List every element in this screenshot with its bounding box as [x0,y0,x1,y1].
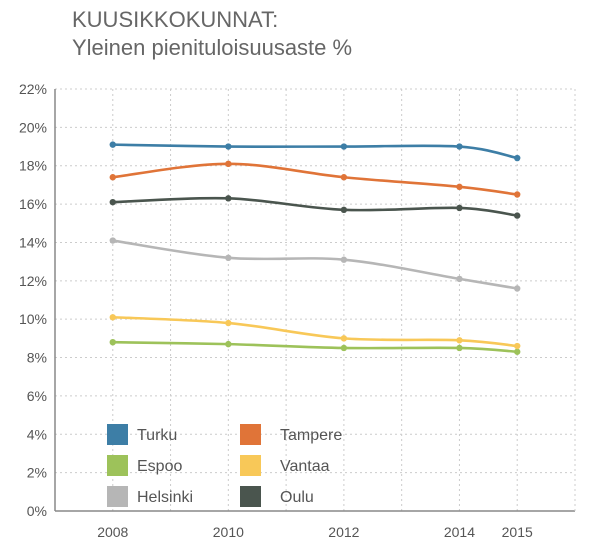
data-point-oulu [514,212,521,219]
x-tick-label: 2012 [328,524,359,540]
data-point-oulu [340,206,348,214]
data-point-helsinki [225,254,232,261]
legend-swatch-helsinki [107,486,128,507]
data-point-espoo [456,344,463,352]
y-tick-label: 12% [19,273,47,289]
y-tick-label: 6% [27,388,47,404]
tick-labels: 0% 2% 4% 6% 8% 10% 12% 14% 16% 18% 20% 22% 2008 2010 2… [19,81,533,540]
series-line-espoo [112,340,518,354]
data-point-oulu [225,195,232,202]
series-line-helsinki [112,239,518,290]
data-point-tampere [340,174,348,181]
series-line-vantaa [112,315,518,348]
legend-swatch-oulu [240,486,261,507]
data-point-oulu [109,198,116,206]
data-point-helsinki [340,256,348,263]
data-point-tampere [109,174,116,181]
data-point-tampere [514,191,521,198]
series-line-oulu [112,196,518,217]
chart-title: KUUSIKKOKUNNAT: [72,7,279,32]
legend-label-helsinki: Helsinki [137,489,193,506]
y-tick-label: 10% [19,311,47,327]
data-point-espoo [225,340,232,348]
data-point-turku [456,143,463,150]
data-point-espoo [340,344,348,352]
data-point-vantaa [456,337,463,344]
x-tick-label: 2010 [213,524,244,540]
y-tick-label: 16% [19,196,47,212]
legend-label-turku: Turku [137,427,177,444]
data-point-turku [340,143,348,150]
data-point-vantaa [225,319,232,327]
data-point-oulu [456,204,463,212]
data-point-turku [225,143,232,150]
y-tick-label: 8% [27,350,47,366]
axes [54,89,576,512]
legend-swatch-vantaa [240,455,261,476]
grid [55,88,575,511]
x-tick-label: 2015 [502,524,533,540]
data-point-vantaa [109,314,116,321]
data-point-turku [514,154,521,162]
data-point-helsinki [109,237,116,244]
legend-label-espoo: Espoo [137,458,182,475]
data-point-espoo [514,348,521,355]
x-tick-label: 2008 [97,524,128,540]
y-tick-label: 4% [27,426,47,442]
x-tick-label: 2014 [444,524,475,540]
series-lines [109,141,521,355]
series-line-tampere [112,162,518,196]
y-tick-label: 0% [27,503,47,519]
legend-swatch-turku [107,424,128,445]
legend: Turku Tampere Espoo Vantaa Helsinki Oulu [107,424,342,507]
legend-label-oulu: Oulu [280,489,314,506]
y-tick-label: 2% [27,465,47,481]
data-point-helsinki [514,285,521,292]
chart-subtitle: Yleinen pienituloisuusaste % [72,35,353,60]
y-tick-label: 18% [19,158,47,174]
y-tick-label: 22% [19,81,47,97]
data-point-vantaa [514,342,521,350]
legend-swatch-tampere [240,424,261,445]
data-point-helsinki [456,275,463,283]
y-tick-label: 20% [19,119,47,135]
series-line-turku [112,143,518,160]
data-point-tampere [456,183,463,191]
data-point-espoo [109,339,116,346]
y-tick-label: 14% [19,234,47,250]
legend-label-vantaa: Vantaa [280,458,330,475]
legend-swatch-espoo [107,455,128,476]
data-point-turku [109,141,116,148]
data-point-tampere [225,160,232,168]
data-point-vantaa [340,335,348,342]
legend-label-tampere: Tampere [280,427,342,444]
